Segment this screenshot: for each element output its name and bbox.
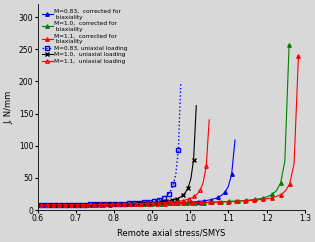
Legend: M=0.83,  corrected for
 biaxiality, M=1.0,  corrected for
 biaxiality, M=1.1,  c: M=0.83, corrected for biaxiality, M=1.0,… bbox=[40, 7, 129, 66]
Y-axis label: J, N/mm: J, N/mm bbox=[4, 91, 13, 124]
X-axis label: Remote axial stress/SMYS: Remote axial stress/SMYS bbox=[117, 229, 225, 238]
